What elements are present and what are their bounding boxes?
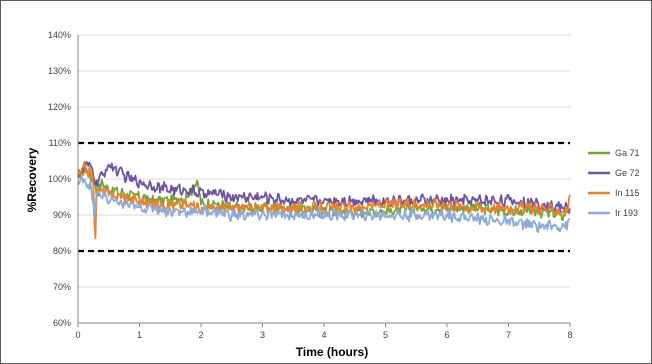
y-tick-label: 60% [53,318,71,328]
x-axis-title: Time (hours) [296,345,368,359]
x-tick-label: 2 [198,330,203,340]
x-tick-label: 4 [321,330,326,340]
x-tick-label: 3 [260,330,265,340]
x-tick-label: 6 [444,330,449,340]
y-tick-label: 130% [48,66,71,76]
y-tick-label: 90% [53,210,71,220]
x-tick-label: 1 [137,330,142,340]
y-tick-label: 140% [48,30,71,40]
series-lines [77,161,571,240]
legend: Ga 71 Ge 72 In 115 Ir 193 [588,148,640,218]
x-tick-label: 7 [506,330,511,340]
x-tick-label: 8 [567,330,572,340]
legend-label: Ge 72 [615,168,640,178]
x-tick-labels: 0 1 2 3 4 5 6 7 8 [75,330,572,340]
x-tick-label: 5 [383,330,388,340]
y-tick-label: 100% [48,174,71,184]
x-tick-label: 0 [75,330,80,340]
y-tick-label: 120% [48,102,71,112]
y-tick-label: 110% [49,138,71,148]
control-limit-lines [78,141,570,253]
legend-label: Ga 71 [615,148,640,158]
gridlines [78,34,570,288]
y-tick-label: 70% [53,282,71,292]
axes [77,35,571,327]
legend-label: Ir 193 [615,208,638,218]
y-axis-title: %Recovery [25,147,39,212]
series-line-ir-193 [77,176,571,234]
series-line-ge-72 [77,161,571,214]
y-tick-labels: 60% 70% 80% 90% 100% 110% 120% 130% 140% [48,30,71,328]
y-tick-label: 80% [53,246,71,256]
legend-label: In 115 [615,188,639,198]
